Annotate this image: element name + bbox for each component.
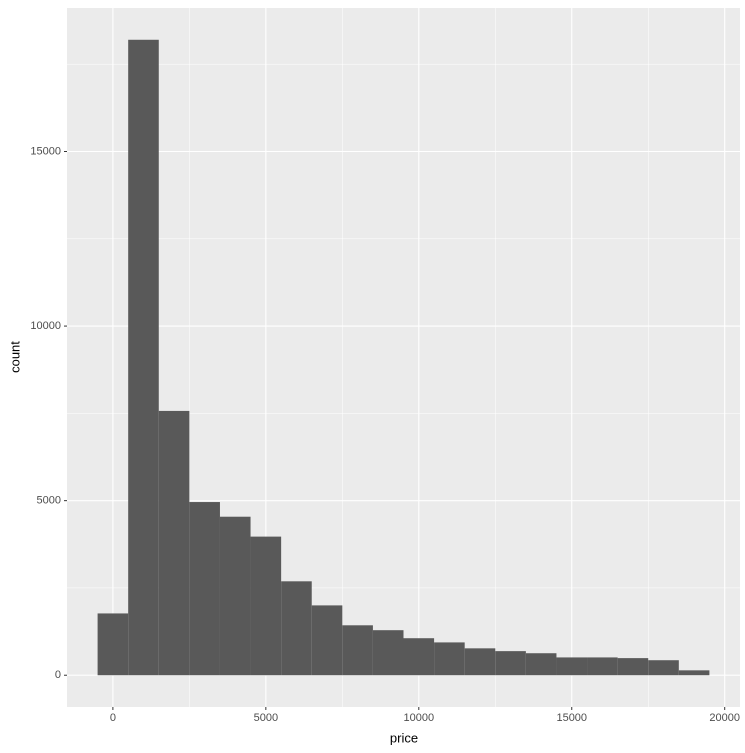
bar <box>678 670 710 676</box>
y-axis-title: count <box>7 341 22 373</box>
y-tick-label: 15000 <box>30 145 61 157</box>
x-axis-title: price <box>390 730 418 745</box>
bar <box>311 605 343 676</box>
x-tick-label: 0 <box>110 712 116 724</box>
bar <box>587 657 618 676</box>
x-tick-label: 20000 <box>709 712 740 724</box>
bar <box>495 651 526 676</box>
y-tick-label: 5000 <box>37 495 61 507</box>
x-tick-label: 15000 <box>556 712 587 724</box>
y-tick-label: 10000 <box>30 320 61 332</box>
bar <box>97 613 129 676</box>
bar <box>434 642 465 676</box>
bar <box>403 638 435 676</box>
bar <box>250 536 282 676</box>
bar <box>128 39 159 676</box>
bar <box>219 516 251 676</box>
y-tick-label: 0 <box>55 669 61 681</box>
bar <box>525 653 557 676</box>
bar <box>372 630 404 676</box>
x-tick-label: 5000 <box>254 712 278 724</box>
bar <box>158 410 190 676</box>
bar <box>189 502 220 676</box>
bar <box>556 657 588 676</box>
bar <box>342 625 373 676</box>
bar <box>464 648 496 676</box>
x-tick-label: 10000 <box>403 712 434 724</box>
bar <box>648 660 679 676</box>
bar <box>617 658 649 676</box>
bar <box>281 581 312 676</box>
